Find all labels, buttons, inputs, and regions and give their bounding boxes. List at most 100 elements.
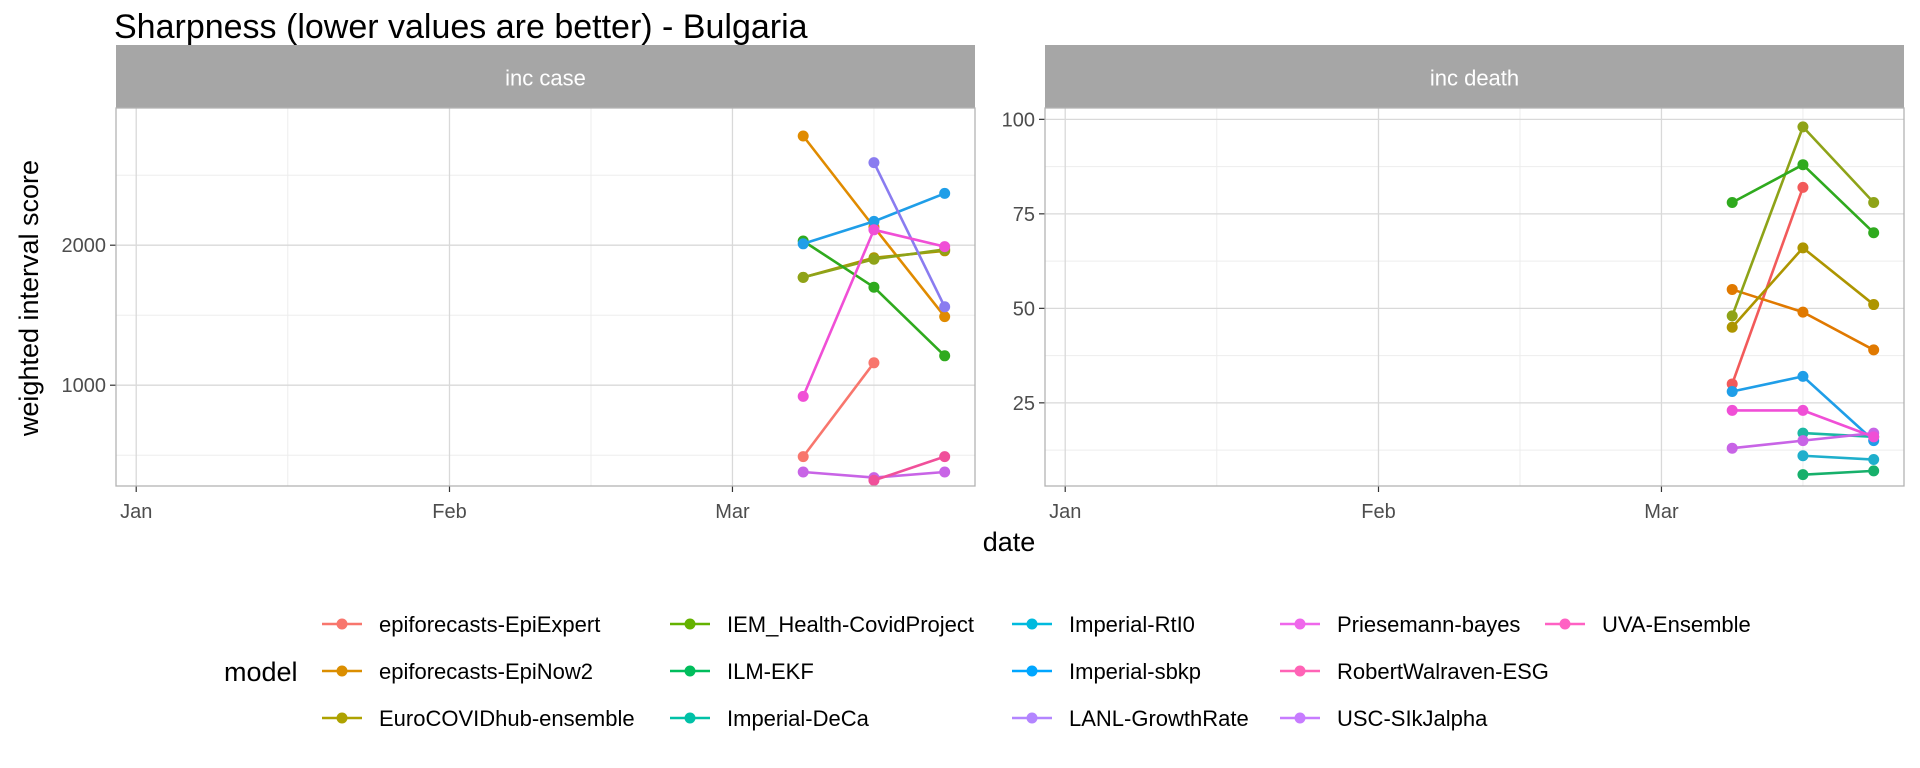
legend-label: Priesemann-bayes — [1337, 612, 1520, 637]
series-imperial-sbkp — [1797, 450, 1880, 466]
chart-title: Sharpness (lower values are better) - Bu… — [114, 8, 808, 46]
data-point — [1797, 427, 1809, 439]
data-point — [939, 311, 951, 323]
data-point — [868, 215, 880, 227]
data-point — [1726, 404, 1738, 416]
series-line — [872, 162, 946, 308]
y-tick-label: 75 — [1013, 204, 1035, 226]
series-line — [873, 455, 946, 482]
legend-item-uva-ensemble: UVA-Ensemble — [1545, 612, 1751, 637]
series-imperial-deca — [1797, 465, 1880, 481]
legend-label: LANL-GrowthRate — [1069, 706, 1249, 731]
data-point — [1797, 121, 1809, 133]
legend-key-point — [1294, 618, 1306, 630]
y-tick-label: 2000 — [62, 235, 107, 257]
legend-item-epiforecasts-epiexpert: epiforecasts-EpiExpert — [322, 612, 600, 637]
data-point — [1797, 404, 1809, 416]
data-point — [939, 241, 951, 253]
data-point — [797, 466, 809, 478]
legend-label: Imperial-sbkp — [1069, 659, 1201, 684]
data-point — [1797, 450, 1809, 462]
plot-background — [1045, 108, 1904, 486]
data-point — [1797, 242, 1809, 254]
legend-item-epiforecasts-epinow2: epiforecasts-EpiNow2 — [322, 659, 593, 684]
legend-item-robertwalraven-esg: RobertWalraven-ESG — [1280, 659, 1549, 684]
data-point — [797, 238, 809, 250]
series-line — [1802, 454, 1874, 461]
legend-key-point — [684, 712, 696, 724]
legend-item-imperial-rti0: Imperial-RtI0 — [1012, 612, 1195, 637]
x-tick-label: Feb — [432, 501, 466, 523]
legend-item-imperial-sbkp: Imperial-sbkp — [1012, 659, 1201, 684]
y-tick-label: 1000 — [62, 375, 107, 397]
data-point — [868, 224, 880, 236]
legend-key-point — [684, 618, 696, 630]
legend-key-point — [1026, 618, 1038, 630]
data-point — [868, 357, 880, 369]
y-tick-label: 100 — [1002, 109, 1035, 131]
data-point — [868, 281, 880, 293]
series-iem-health-covidproject — [1726, 121, 1880, 322]
data-point — [1797, 370, 1809, 382]
y-tick-label: 25 — [1013, 393, 1035, 415]
legend-key-point — [1294, 665, 1306, 677]
data-point — [1726, 442, 1738, 454]
series-epiforecasts-epiexpert — [797, 357, 880, 463]
series-ilm-ekf — [1726, 159, 1880, 239]
legend-key-point — [1026, 665, 1038, 677]
data-point — [1797, 181, 1809, 193]
data-point — [1726, 197, 1738, 208]
strip-background — [116, 45, 975, 108]
data-point — [1726, 386, 1738, 397]
series-uva-ensemble — [868, 451, 951, 486]
data-point — [939, 451, 951, 463]
strip-background — [1045, 45, 1904, 108]
legend-label: epiforecasts-EpiNow2 — [379, 659, 593, 684]
x-tick-label: Mar — [1644, 501, 1679, 523]
data-point — [868, 474, 880, 486]
legend-label: IEM_Health-CovidProject — [727, 612, 974, 637]
y-axis-label: weighted interval score — [14, 160, 44, 437]
data-point — [1726, 321, 1738, 333]
legend-item-priesemann-bayes: Priesemann-bayes — [1280, 612, 1520, 637]
legend-key-point — [1026, 712, 1038, 724]
data-point — [1726, 283, 1738, 295]
panel-border — [115, 107, 976, 487]
legend-item-usc-sikjalpha: USC-SIkJalpha — [1280, 706, 1488, 731]
data-point — [1868, 454, 1880, 466]
data-point — [1868, 344, 1880, 356]
data-point — [1797, 435, 1809, 447]
panel-border — [1044, 107, 1905, 487]
legend-key-point — [336, 712, 348, 724]
legend-item-lanl-growthrate: LANL-GrowthRate — [1012, 706, 1249, 731]
legend-key-point — [1294, 712, 1306, 724]
series-line — [802, 362, 875, 458]
legend-label: epiforecasts-EpiExpert — [379, 612, 600, 637]
panel-inc-case: inc case 1000 2000 Jan Feb Mar — [62, 45, 976, 523]
data-point — [1797, 469, 1809, 481]
legend-label: ILM-EKF — [727, 659, 814, 684]
data-point — [939, 187, 951, 199]
legend-label: UVA-Ensemble — [1602, 612, 1751, 637]
data-point — [1868, 197, 1880, 208]
y-tick-label: 50 — [1013, 298, 1035, 320]
x-tick-label: Jan — [120, 501, 152, 523]
data-point — [1797, 159, 1809, 171]
data-point — [939, 350, 951, 362]
strip-label: inc death — [1430, 66, 1519, 91]
legend-key-point — [1559, 618, 1571, 630]
legend-item-iem-health-covidproject: IEM_Health-CovidProject — [670, 612, 974, 637]
x-tick-label: Feb — [1361, 501, 1395, 523]
legend-item-eurocovidhub-ensemble: EuroCOVIDhub-ensemble — [322, 706, 635, 731]
series-line — [1802, 469, 1874, 476]
series-eurocovidhub-ensemble — [1726, 242, 1880, 333]
series-usc-sikjalpha — [1726, 404, 1880, 443]
legend-key-point — [684, 665, 696, 677]
data-point — [1726, 378, 1738, 390]
data-point — [797, 271, 809, 283]
data-point — [1726, 310, 1738, 322]
series-usc-sikjalpha — [797, 224, 951, 402]
data-point — [797, 451, 809, 463]
x-tick-label: Mar — [715, 501, 750, 523]
x-tick-label: Jan — [1049, 501, 1081, 523]
